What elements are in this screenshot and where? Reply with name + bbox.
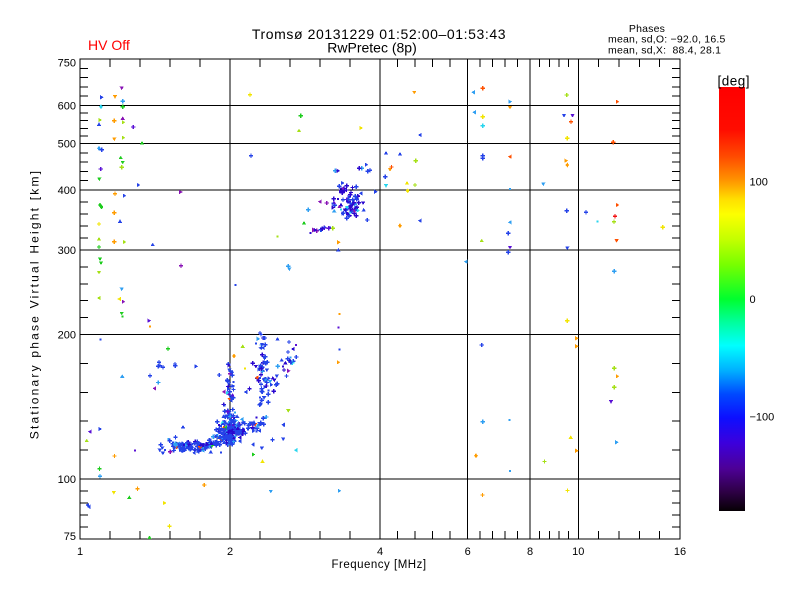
svg-text:mean, sd,X: 88.4, 28.1: mean, sd,X: 88.4, 28.1 [608, 45, 721, 57]
svg-text:16: 16 [674, 546, 686, 558]
svg-text:Phases: Phases [629, 23, 665, 35]
svg-text:400: 400 [58, 185, 76, 197]
svg-text:2: 2 [227, 546, 233, 558]
svg-text:Frequency [MHz]: Frequency [MHz] [331, 559, 426, 571]
svg-text:1: 1 [77, 546, 83, 558]
svg-text:100: 100 [750, 177, 768, 189]
svg-text:Stationary phase Virtual Heigh: Stationary phase Virtual Height [km] [28, 169, 42, 439]
svg-text:750: 750 [58, 58, 76, 70]
svg-text:[deg]: [deg] [718, 73, 751, 88]
svg-text:RwPretec (8p): RwPretec (8p) [327, 40, 416, 56]
svg-text:600: 600 [58, 101, 76, 113]
svg-text:200: 200 [58, 330, 76, 342]
svg-text:300: 300 [58, 245, 76, 257]
svg-text:0: 0 [750, 294, 756, 306]
svg-text:HV Off: HV Off [88, 37, 130, 53]
svg-text:mean, sd,O: −92.0, 16.5: mean, sd,O: −92.0, 16.5 [608, 34, 726, 46]
svg-text:75: 75 [64, 531, 76, 543]
svg-text:Tromsø 20131229 01:52:00–01:53: Tromsø 20131229 01:52:00–01:53:43 [252, 26, 506, 42]
svg-text:−100: −100 [750, 412, 775, 424]
svg-text:4: 4 [377, 546, 383, 558]
svg-text:10: 10 [572, 546, 584, 558]
svg-text:500: 500 [58, 139, 76, 151]
svg-text:6: 6 [465, 546, 471, 558]
svg-text:100: 100 [58, 474, 76, 486]
svg-text:8: 8 [527, 546, 533, 558]
